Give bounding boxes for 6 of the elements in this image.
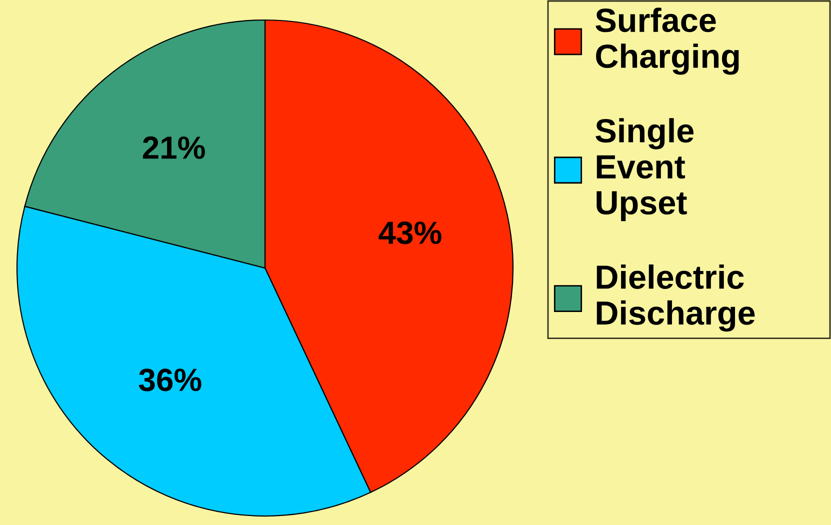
- data-label: 43%: [378, 221, 442, 244]
- data-label: 36%: [138, 368, 202, 392]
- data-label: 21%: [142, 136, 205, 159]
- legend-label: Surface Charging: [596, 8, 739, 75]
- legend-label: Single Event Upset: [596, 118, 694, 222]
- legend-label: Dielectric Discharge: [596, 264, 755, 332]
